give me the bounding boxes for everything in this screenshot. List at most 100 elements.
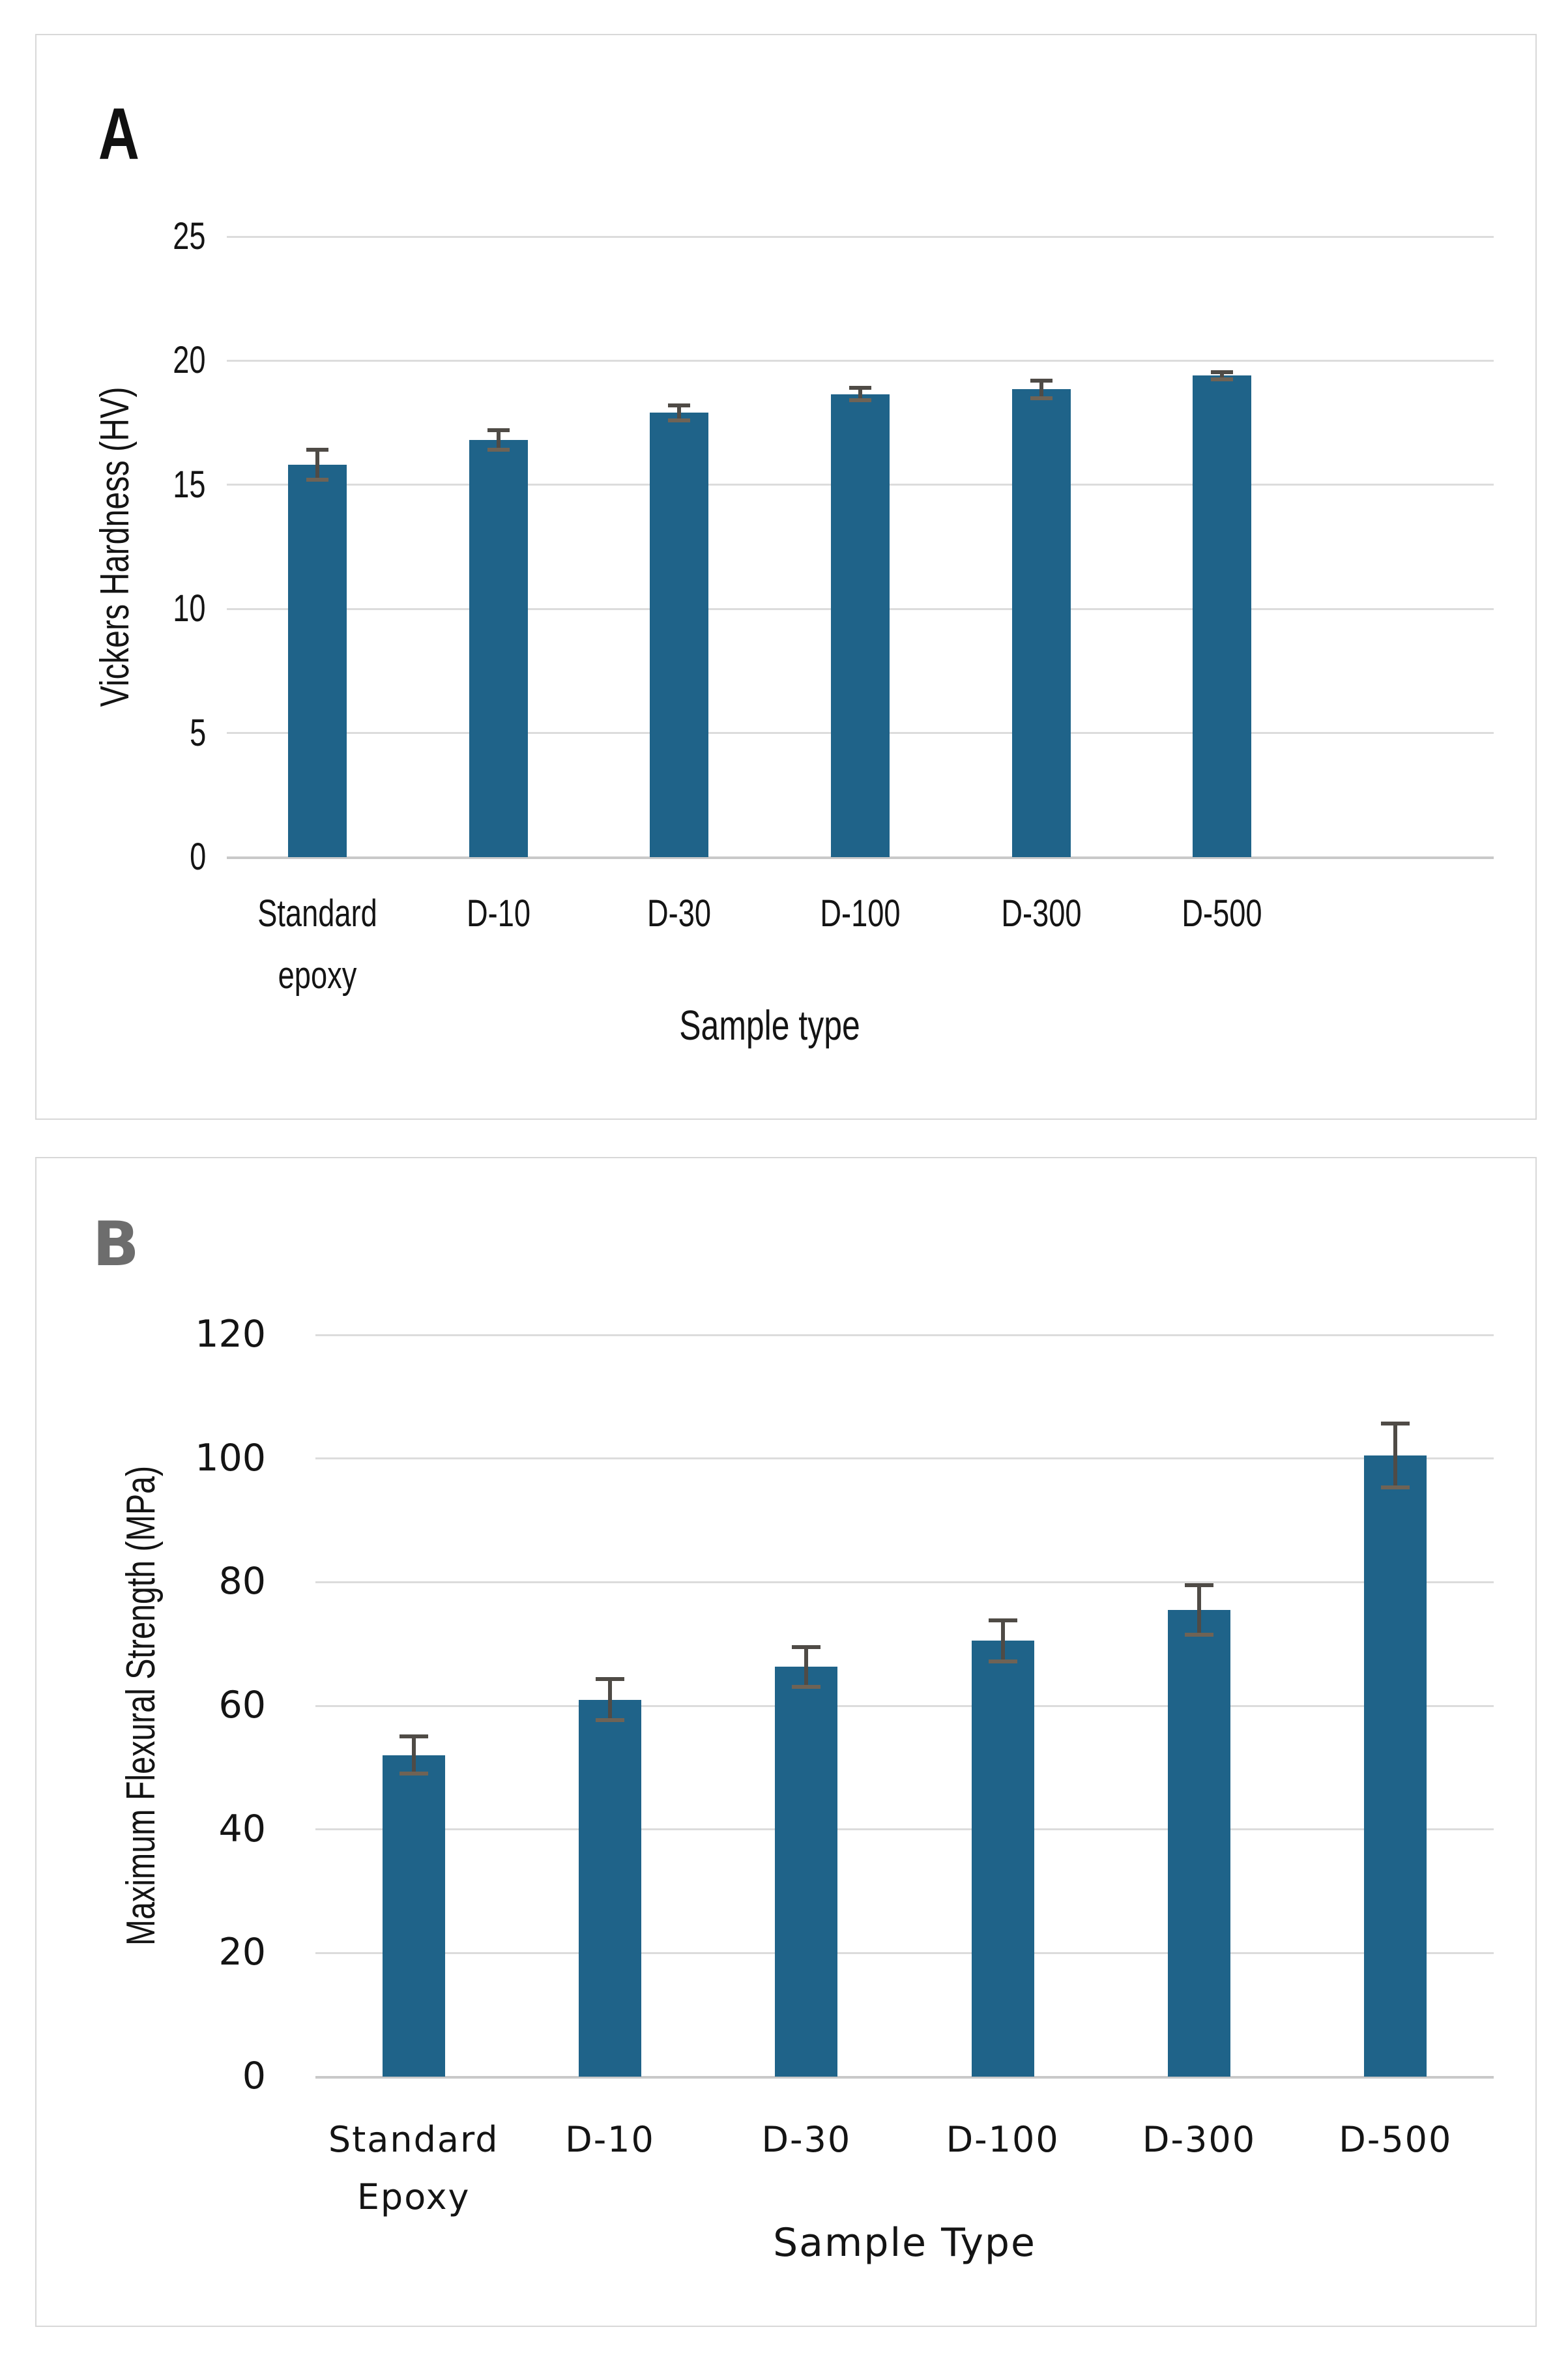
panel-B-plot: 0 20 40 60 80 100 120 Standard Epoxy D-10 D-30 D-1… <box>36 1158 1535 2326</box>
y-tick-label: 120 <box>195 1313 266 1356</box>
bar-d-300 <box>1011 389 1071 857</box>
panel-B-x-axis-title: Sample Type <box>773 2223 1036 2262</box>
error-bar <box>1039 380 1043 398</box>
error-bar <box>1000 1620 1005 1661</box>
error-bar-cap-bottom <box>988 1659 1017 1663</box>
y-tick-label: 100 <box>195 1436 266 1480</box>
y-tick-label: 0 <box>242 2054 266 2098</box>
error-bar-cap-bottom <box>1185 1632 1213 1637</box>
y-tick-label-text: 10 <box>173 587 206 630</box>
bar-d-300 <box>1168 1610 1230 2077</box>
y-tick-label: 5 <box>63 714 206 752</box>
error-bar-cap-bottom <box>487 448 510 452</box>
bar-standard-epoxy <box>287 465 347 857</box>
y-tick-label: 25 <box>63 218 206 256</box>
error-bar-cap-top <box>1030 378 1053 383</box>
error-bar <box>677 405 682 420</box>
gridline <box>315 1334 1494 1336</box>
x-axis-line <box>227 856 1494 859</box>
y-tick-label: 60 <box>218 1684 266 1727</box>
error-bar-cap-top <box>1211 370 1234 374</box>
bar-d-100 <box>971 1641 1034 2077</box>
error-bar <box>315 450 319 480</box>
error-bar-cap-top <box>849 386 871 390</box>
bar-d-30 <box>650 413 709 857</box>
error-bar <box>804 1646 809 1687</box>
x-category-label: Standard epoxy <box>220 883 415 1006</box>
error-bar-cap-bottom <box>306 478 328 482</box>
gridline <box>315 1828 1494 1831</box>
panel-A-label-text: A <box>98 93 139 175</box>
gridline <box>315 1457 1494 1460</box>
error-bar <box>1197 1585 1201 1635</box>
y-tick-label: 40 <box>218 1807 266 1850</box>
y-tick-label: 10 <box>63 590 206 628</box>
x-category-label: D-300 <box>944 883 1139 944</box>
panel-A-x-axis-title: Sample type <box>654 1004 886 1046</box>
x-category-label: D-10 <box>565 2119 655 2160</box>
error-bar <box>496 430 501 450</box>
y-tick-label: 20 <box>218 1931 266 1974</box>
error-bar-cap-bottom <box>399 1772 428 1776</box>
bar-d-500 <box>1364 1455 1427 2077</box>
gridline <box>227 235 1494 238</box>
y-tick-label-text: 5 <box>189 711 206 754</box>
x-category-label: Standard Epoxy <box>328 2119 499 2217</box>
x-category-label-text: D-300 <box>1001 892 1082 935</box>
y-tick-label: 15 <box>63 465 206 504</box>
panel-B-x-axis-title-text: Sample Type <box>773 2220 1036 2266</box>
y-tick-label-text: 0 <box>189 836 206 878</box>
y-tick-label-text: 25 <box>173 215 206 257</box>
x-category-label-text: D-500 <box>1182 892 1263 935</box>
x-category-label: D-500 <box>1339 2119 1453 2160</box>
x-category-label-text: Standard epoxy <box>257 892 377 997</box>
error-bar-cap-bottom <box>1381 1485 1410 1490</box>
panel-B: B Maximum Flexural Strength (MPa) Sample… <box>35 1157 1537 2327</box>
error-bar-cap-top <box>668 403 691 407</box>
error-bar-cap-top <box>306 448 328 452</box>
error-bar <box>1393 1423 1398 1488</box>
y-tick-label: 0 <box>63 838 206 876</box>
x-category-label: D-10 <box>401 883 596 944</box>
x-category-label: D-500 <box>1124 883 1320 944</box>
error-bar <box>608 1679 612 1720</box>
bar-standard-epoxy <box>382 1755 445 2077</box>
error-bar-cap-top <box>1381 1421 1410 1425</box>
error-bar-cap-top <box>792 1644 821 1649</box>
x-category-label: D-100 <box>762 883 958 944</box>
panel-A-label: A <box>93 98 145 171</box>
x-category-label: D-300 <box>1142 2119 1256 2160</box>
x-category-label-text: D-30 <box>647 892 712 935</box>
error-bar-cap-top <box>1185 1583 1213 1588</box>
gridline <box>315 1704 1494 1707</box>
panel-B-label: B <box>93 1209 139 1280</box>
error-bar-cap-top <box>487 428 510 433</box>
x-category-label: D-30 <box>761 2119 852 2160</box>
bar-d-10 <box>579 1699 641 2077</box>
x-axis-line <box>315 2075 1494 2079</box>
panel-A: A Vickers Hardness (HV) Sample type 0 5 10… <box>35 34 1537 1120</box>
gridline <box>227 359 1494 362</box>
error-bar-cap-top <box>988 1618 1017 1623</box>
gridline <box>315 1951 1494 1954</box>
error-bar-cap-bottom <box>668 418 691 422</box>
y-tick-label: 80 <box>218 1560 266 1603</box>
error-bar <box>858 388 862 401</box>
error-bar-cap-bottom <box>1030 396 1053 400</box>
error-bar-cap-top <box>399 1734 428 1739</box>
bar-d-10 <box>469 440 528 857</box>
error-bar-cap-bottom <box>596 1718 624 1722</box>
y-tick-label: 20 <box>63 342 206 379</box>
error-bar-cap-bottom <box>849 398 871 403</box>
x-category-label: D-30 <box>581 883 777 944</box>
panel-A-x-axis-title-text: Sample type <box>679 1002 860 1049</box>
x-category-label-text: D-10 <box>466 892 530 935</box>
x-category-label: D-100 <box>946 2119 1060 2160</box>
x-category-label-text: D-100 <box>820 892 901 935</box>
bar-d-500 <box>1193 375 1252 857</box>
error-bar <box>1220 372 1225 379</box>
bar-d-100 <box>831 394 890 857</box>
error-bar <box>411 1736 416 1774</box>
y-tick-label-text: 20 <box>173 339 206 382</box>
